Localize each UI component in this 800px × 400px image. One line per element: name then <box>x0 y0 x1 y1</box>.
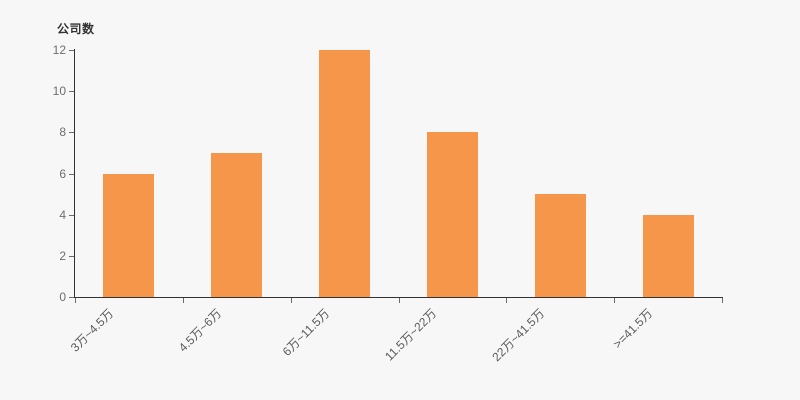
y-axis-tick-label: 6 <box>59 166 66 181</box>
bar[interactable] <box>643 214 694 297</box>
x-axis-tick-label: 4.5万~6万 <box>175 306 224 355</box>
x-axis-tick-label: >=41.5万 <box>610 306 656 352</box>
y-axis-tick-label: 10 <box>52 84 66 99</box>
bar[interactable] <box>211 152 262 297</box>
x-axis-tick-label: 6万~11.5万 <box>279 306 332 359</box>
y-axis-tick <box>69 91 74 93</box>
bars-layer <box>75 50 722 297</box>
y-axis-tick-label: 4 <box>59 207 66 222</box>
x-axis-tick-label: 3万~4.5万 <box>67 306 117 355</box>
y-axis-tick-label: 8 <box>59 125 66 140</box>
y-axis-tick <box>69 173 74 175</box>
y-axis-tick <box>69 297 74 298</box>
y-axis-tick-label: 12 <box>52 43 66 57</box>
bar[interactable] <box>535 194 586 297</box>
x-axis-tick <box>506 298 507 303</box>
x-axis-tick <box>291 298 292 303</box>
chart-title: 公司数 <box>57 22 95 36</box>
y-axis-tick <box>69 132 74 134</box>
y-axis-tick <box>69 255 74 257</box>
x-axis-tick <box>614 298 615 303</box>
y-axis-tick-label: 2 <box>59 248 66 263</box>
x-axis-tick <box>399 298 400 303</box>
x-axis-line <box>75 297 723 298</box>
x-axis-tick <box>75 298 76 303</box>
y-axis-tick <box>69 214 74 216</box>
bar[interactable] <box>103 173 154 297</box>
bar[interactable] <box>427 132 478 297</box>
y-axis-tick <box>69 50 74 51</box>
y-axis-line <box>74 49 75 298</box>
x-axis-tick-label: 22万~41.5万 <box>489 306 548 365</box>
x-axis-tick <box>722 298 723 303</box>
y-axis-tick-label: 0 <box>59 290 66 304</box>
x-axis-tick <box>183 298 184 303</box>
bar[interactable] <box>319 50 370 297</box>
x-axis-tick-label: 11.5万~22万 <box>382 306 440 364</box>
